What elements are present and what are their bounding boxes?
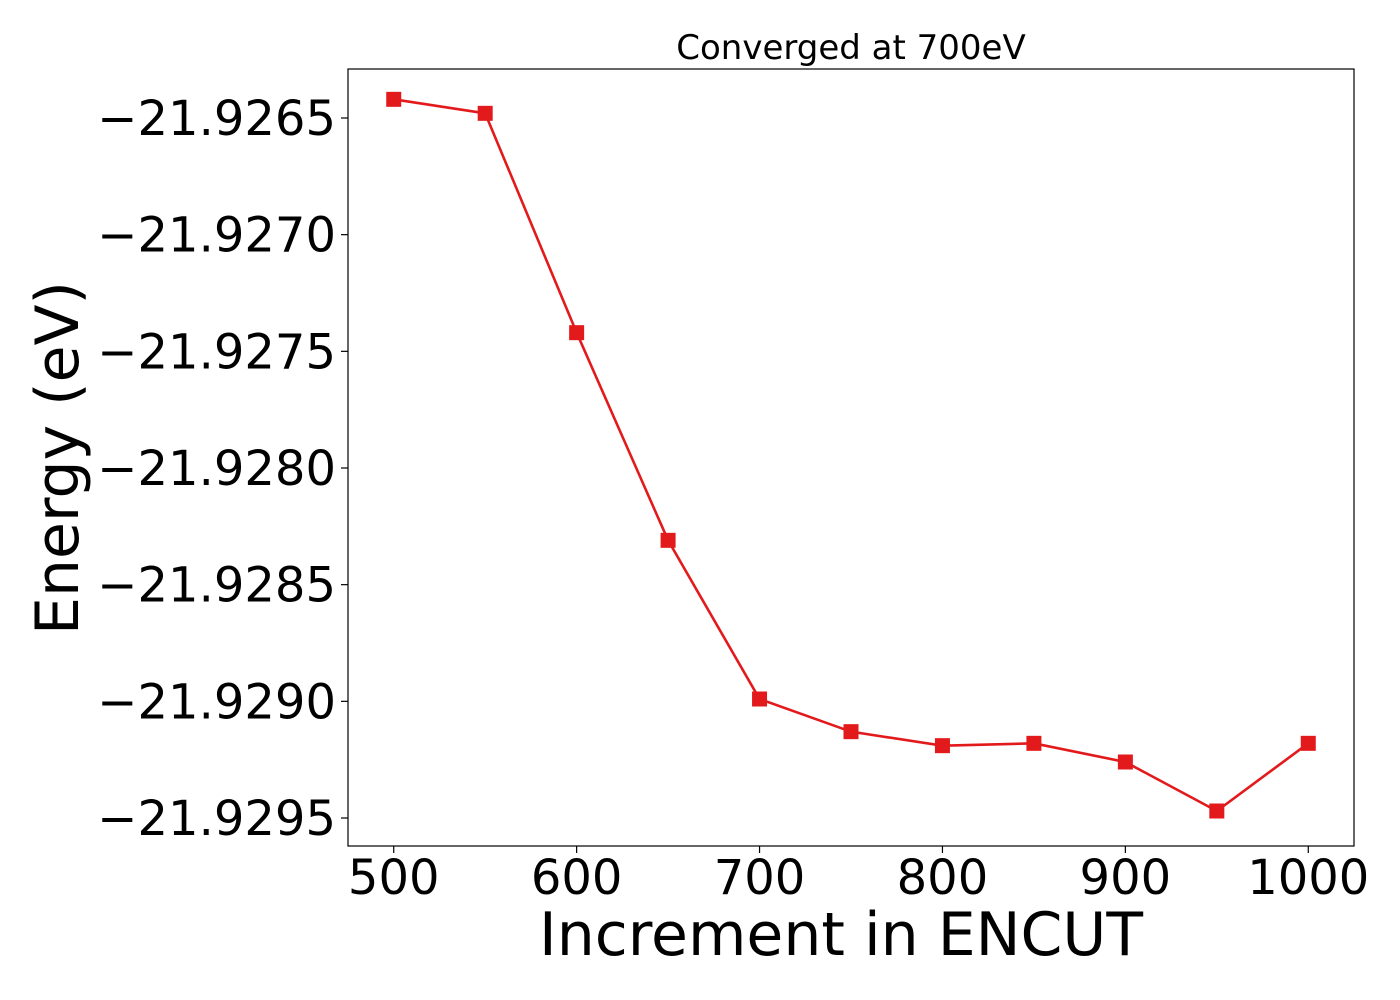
y-axis-label: Energy (eV) <box>23 281 93 635</box>
data-point <box>934 738 950 754</box>
x-tick-label: 800 <box>897 850 989 906</box>
chart-title: Converged at 700eV <box>676 28 1025 68</box>
x-tick-label: 600 <box>531 850 623 906</box>
data-point <box>752 691 768 707</box>
y-tick-label: −21.9270 <box>97 208 336 264</box>
y-axis: −21.9265 −21.9270 −21.9275 −21.9280 −21.9285… <box>97 91 348 847</box>
y-tick-label: −21.9280 <box>97 441 336 497</box>
x-tick-label: 1000 <box>1247 850 1369 906</box>
data-point <box>386 91 402 107</box>
series-layer <box>386 91 1316 819</box>
x-tick-label: 700 <box>714 850 806 906</box>
y-tick-label: −21.9290 <box>97 674 336 730</box>
y-tick-label: −21.9275 <box>97 324 336 380</box>
plot-frame <box>347 68 1355 847</box>
x-axis: 500 600 700 800 900 1000 <box>348 846 1369 906</box>
x-axis-label: Increment in ENCUT <box>539 900 1143 970</box>
x-tick-label: 500 <box>348 850 440 906</box>
data-point <box>1300 735 1316 751</box>
y-tick-label: −21.9295 <box>97 791 336 847</box>
data-point <box>1209 803 1225 819</box>
y-tick-label: −21.9285 <box>97 558 336 614</box>
y-tick-label: −21.9265 <box>97 91 336 147</box>
data-point <box>569 325 585 341</box>
data-point <box>477 105 493 121</box>
series-line <box>393 98 1310 813</box>
data-point <box>1117 754 1133 770</box>
data-point <box>1026 735 1042 751</box>
data-point <box>660 532 676 548</box>
data-point <box>843 724 859 740</box>
x-tick-label: 900 <box>1080 850 1172 906</box>
